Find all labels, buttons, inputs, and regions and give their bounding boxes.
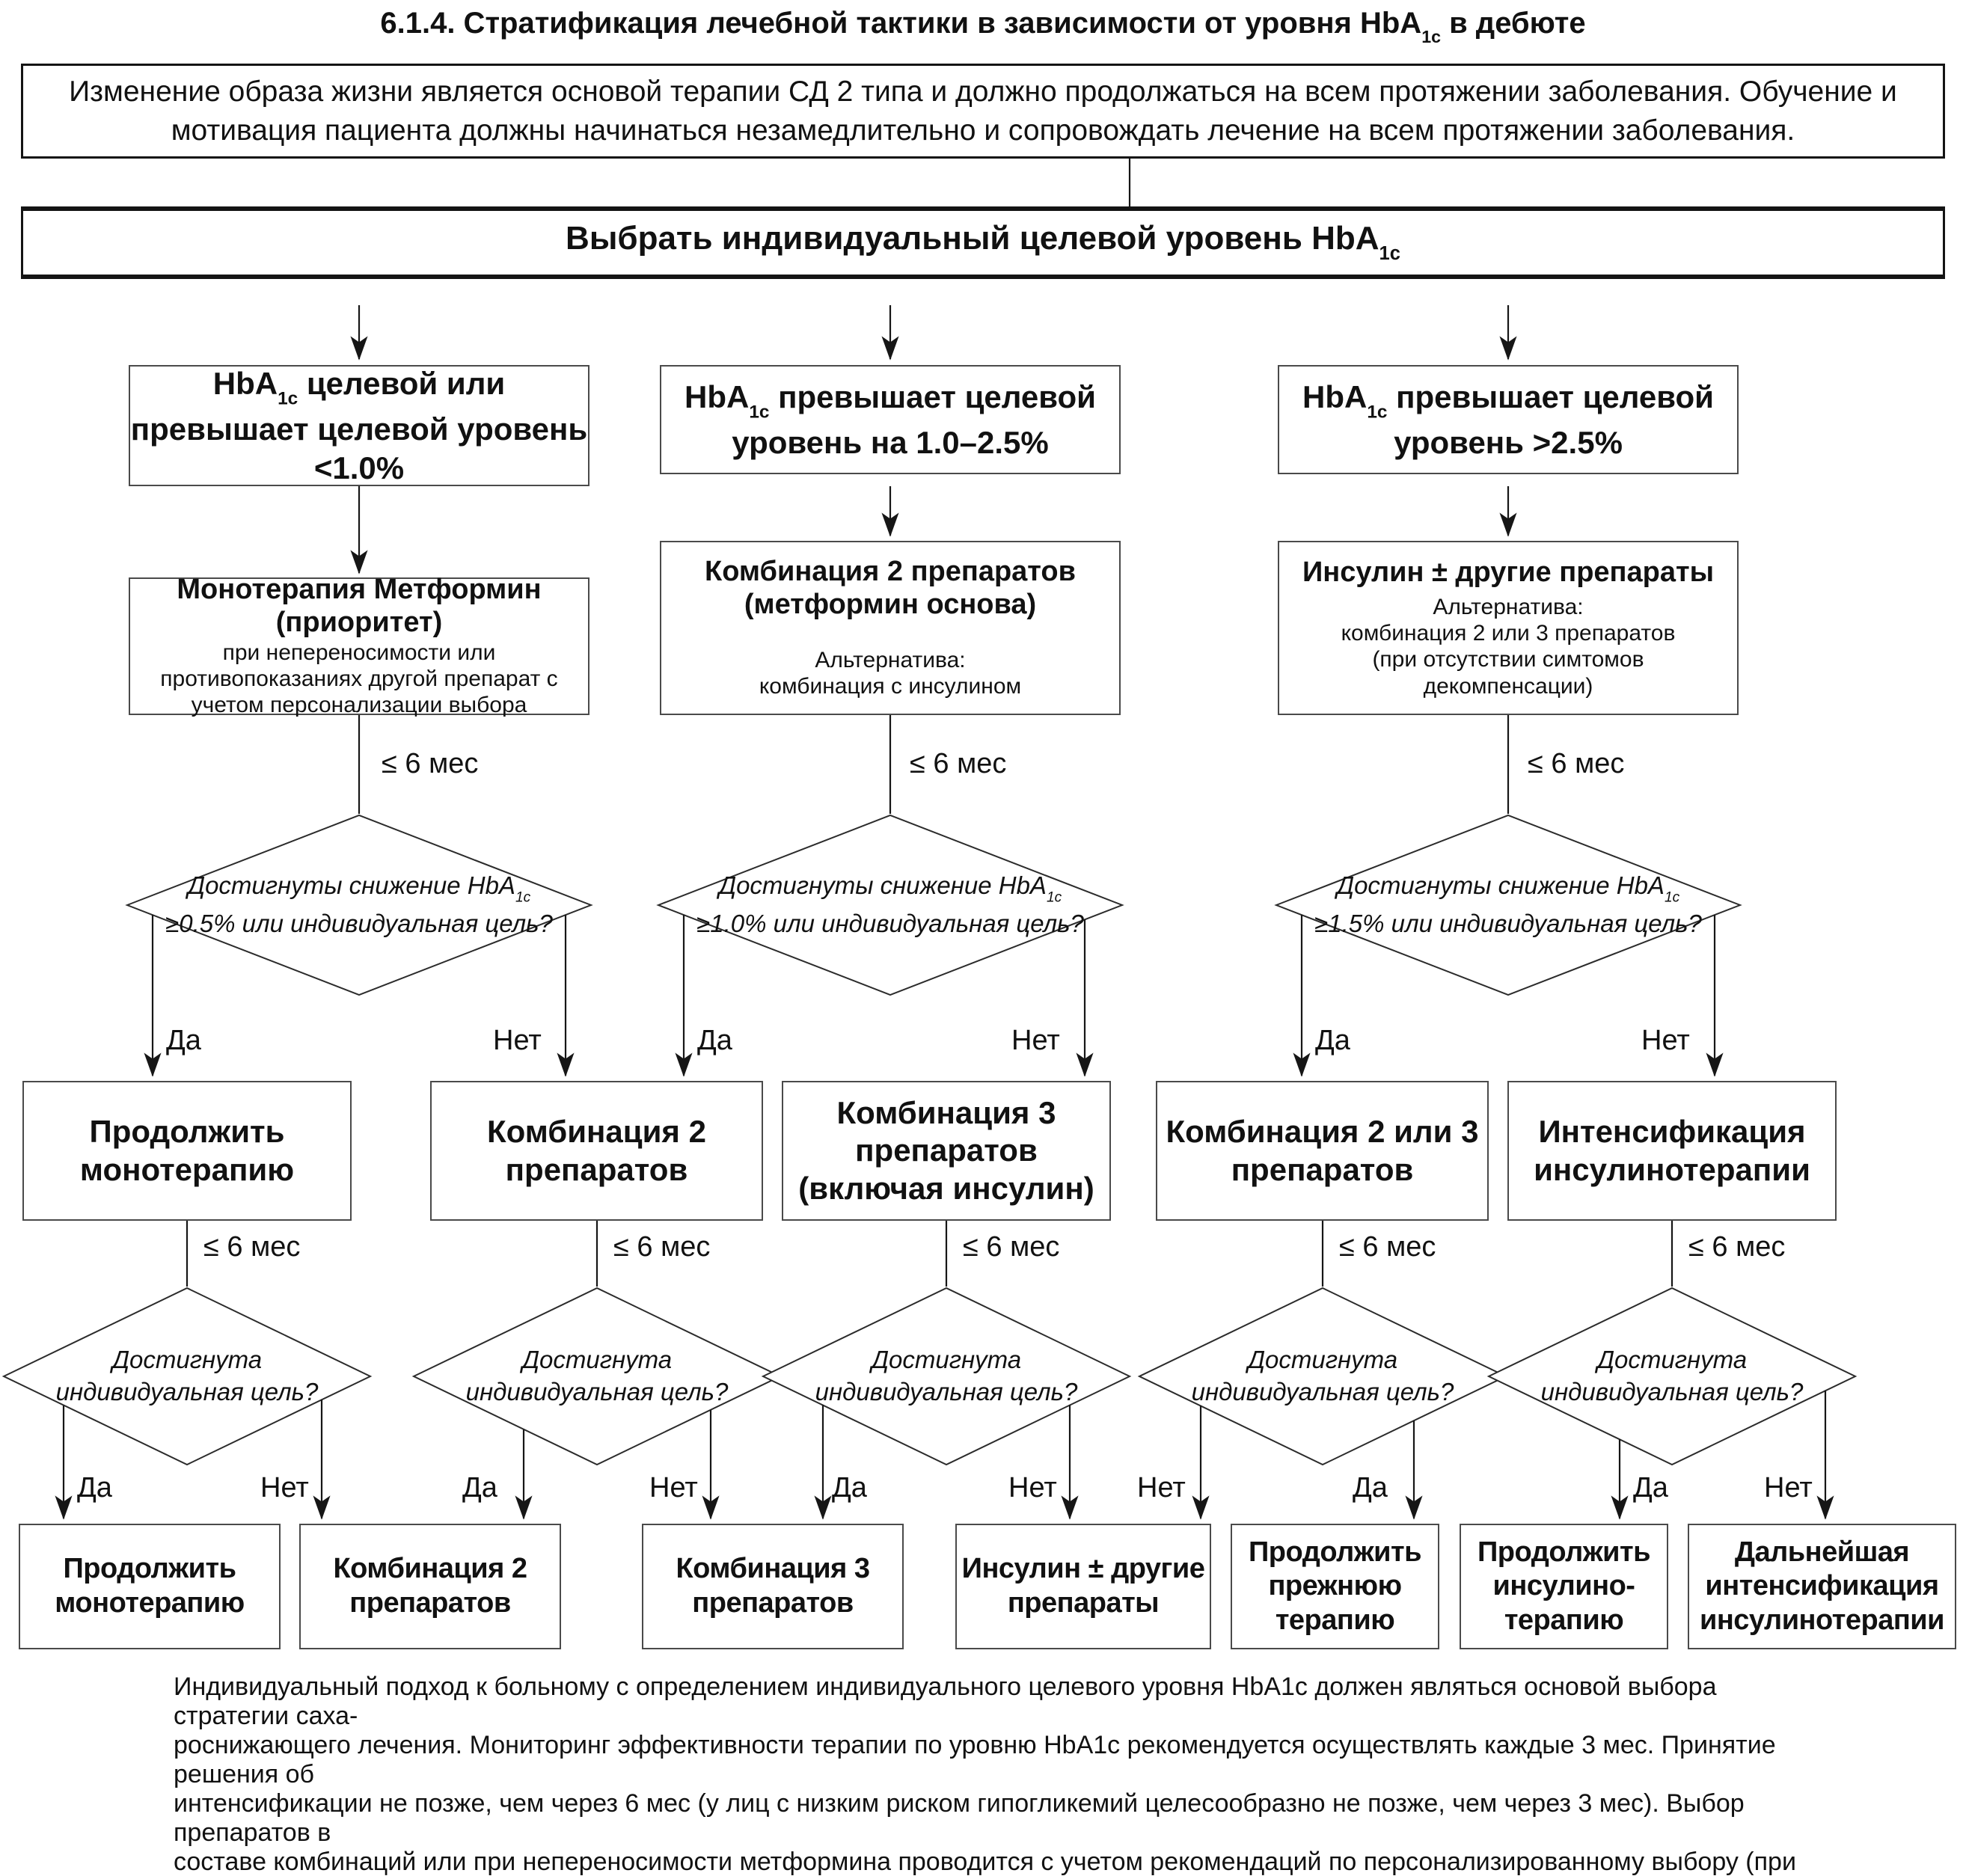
condition-text-3: HbA1c превышает целевой уровень >2.5% [1302,378,1714,460]
mid-box-combo-2: Комбинация 2 препаратов [430,1081,763,1221]
condition-box-1: HbA1c целевой или превышает целевой уров… [129,365,590,486]
hba-decision-text-1: Достигнуты снижение HbA1c ≥0.5% или инди… [165,871,553,937]
therapy-title-3: Инсулин ± другие препараты [1302,556,1715,588]
final-box-combo-2: Комбинация 2 препаратов [299,1524,561,1649]
interval-label: ≤ 6 мес [203,1231,301,1263]
hba-decision-question-2: Достигнуты снижение HbA1c ≥1.0% или инди… [673,838,1107,972]
goal-decision-question: Достигнута индивидуальная цель? [55,1346,319,1406]
mid-box-continue-monotherapy: Продолжить монотерапию [22,1081,352,1221]
edge-label-no: Нет [1011,1025,1060,1056]
interval-label: ≤ 6 мес [1339,1231,1436,1263]
condition-box-3: HbA1c превышает целевой уровень >2.5% [1278,365,1739,474]
final-box-continue-insulin: Продолжить инсулино- терапию [1460,1524,1668,1649]
final-box-continue-same-therapy: Продолжить прежнюю терапию [1231,1524,1439,1649]
interval-label: ≤ 6 мес [613,1231,711,1263]
hba-decision-text-2: Достигнуты снижение HbA1c ≥1.0% или инди… [696,871,1084,937]
therapy-note-1: при непереносимости или противопоказания… [160,640,558,718]
edge-label-yes: Да [832,1472,867,1503]
edge-label-yes: Да [1315,1025,1350,1056]
lifestyle-banner: Изменение образа жизни является основой … [21,64,1945,159]
edge-label-no: Нет [260,1472,309,1503]
mid-box-combo-2-or-3: Комбинация 2 или 3 препаратов [1156,1081,1489,1221]
edge-label-no: Нет [1008,1472,1057,1503]
hba-decision-question-3: Достигнуты снижение HbA1c ≥1.5% или инди… [1291,838,1725,972]
final-box-combo-3: Комбинация 3 препаратов [642,1524,904,1649]
final-box-insulin-plus: Инсулин ± другие препараты [955,1524,1211,1649]
condition-text-2: HbA1c превышает целевой уровень на 1.0–2… [685,378,1096,460]
edge-label-yes: Да [462,1472,497,1503]
interval-label: ≤ 6 мес [382,748,479,779]
footnote: Индивидуальный подход к больному с опред… [174,1673,1796,1876]
edge-label-no: Нет [649,1472,698,1503]
therapy-box-1: Монотерапия Метформин (приоритет) при не… [129,574,590,717]
final-box-continue-monotherapy: Продолжить монотерапию [19,1524,281,1649]
mid-box-insulin-intensification: Интенсификация инсулинотерапии [1507,1081,1837,1221]
edge-label-no: Нет [1137,1472,1186,1503]
edge-label-yes: Да [1633,1472,1668,1503]
goal-decision-question: Достигнута индивидуальная цель? [1191,1346,1454,1406]
edge-label-yes: Да [1353,1472,1388,1503]
therapy-box-2: Комбинация 2 препаратов (метформин основ… [660,541,1121,715]
page-title: 6.1.4. Стратификация лечебной тактики в … [0,6,1966,48]
interval-label: ≤ 6 мес [910,748,1007,779]
therapy-title-2: Комбинация 2 препаратов (метформин основ… [705,556,1076,621]
hba-decision-question-1: Достигнуты снижение HbA1c ≥0.5% или инди… [142,838,576,972]
interval-label: ≤ 6 мес [1688,1231,1786,1263]
edge-label-no: Нет [493,1025,542,1056]
page-title-text: 6.1.4. Стратификация лечебной тактики в … [380,7,1586,46]
mid-box-combo-3-insulin: Комбинация 3 препаратов (включая инсулин… [782,1081,1111,1221]
condition-text-1: HbA1c целевой или превышает целевой уров… [130,366,588,485]
condition-box-2: HbA1c превышает целевой уровень на 1.0–2… [660,365,1121,474]
target-level-text: Выбрать индивидуальный целевой уровень H… [566,220,1400,265]
target-level-banner: Выбрать индивидуальный целевой уровень H… [21,206,1945,279]
final-box-further-intensification: Дальнейшая интенсификация инсулинотерапи… [1688,1524,1956,1649]
lifestyle-banner-text: Изменение образа жизни является основой … [69,76,1897,147]
interval-label: ≤ 6 мес [963,1231,1060,1263]
therapy-box-3: Инсулин ± другие препараты Альтернатива:… [1278,541,1739,715]
edge-label-yes: Да [697,1025,732,1056]
edge-label-yes: Да [166,1025,201,1056]
therapy-note-3: Альтернатива: комбинация 2 или 3 препара… [1341,594,1676,699]
edge-label-no: Нет [1764,1472,1813,1503]
goal-decision-question: Достигнута индивидуальная цель? [815,1346,1078,1406]
interval-label: ≤ 6 мес [1528,748,1625,779]
goal-decision-question: Достигнута индивидуальная цель? [465,1346,729,1406]
therapy-title-1: Монотерапия Метформин (приоритет) [177,574,542,638]
edge-label-no: Нет [1641,1025,1690,1056]
goal-decision-question: Достигнута индивидуальная цель? [1540,1346,1804,1406]
therapy-note-2: Альтернатива: комбинация с инсулином [759,647,1022,699]
hba-decision-text-3: Достигнуты снижение HbA1c ≥1.5% или инди… [1314,871,1702,937]
edge-label-yes: Да [77,1472,112,1503]
